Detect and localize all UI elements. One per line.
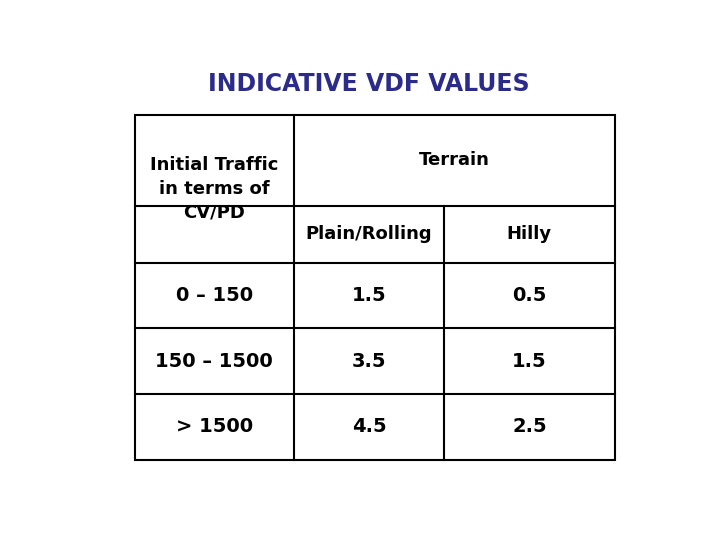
Text: 4.5: 4.5 [351,417,387,436]
Text: 3.5: 3.5 [352,352,386,370]
Text: 2.5: 2.5 [512,417,546,436]
Text: INDICATIVE VDF VALUES: INDICATIVE VDF VALUES [208,71,530,96]
Text: Hilly: Hilly [507,225,552,243]
Text: 150 – 1500: 150 – 1500 [156,352,273,370]
Text: Initial Traffic
in terms of
CV/PD: Initial Traffic in terms of CV/PD [150,156,279,221]
Text: > 1500: > 1500 [176,417,253,436]
Text: 0.5: 0.5 [512,286,546,305]
Text: 1.5: 1.5 [351,286,387,305]
Text: 0 – 150: 0 – 150 [176,286,253,305]
Text: Plain/Rolling: Plain/Rolling [306,225,432,243]
Text: Terrain: Terrain [418,151,490,169]
Text: 1.5: 1.5 [512,352,546,370]
